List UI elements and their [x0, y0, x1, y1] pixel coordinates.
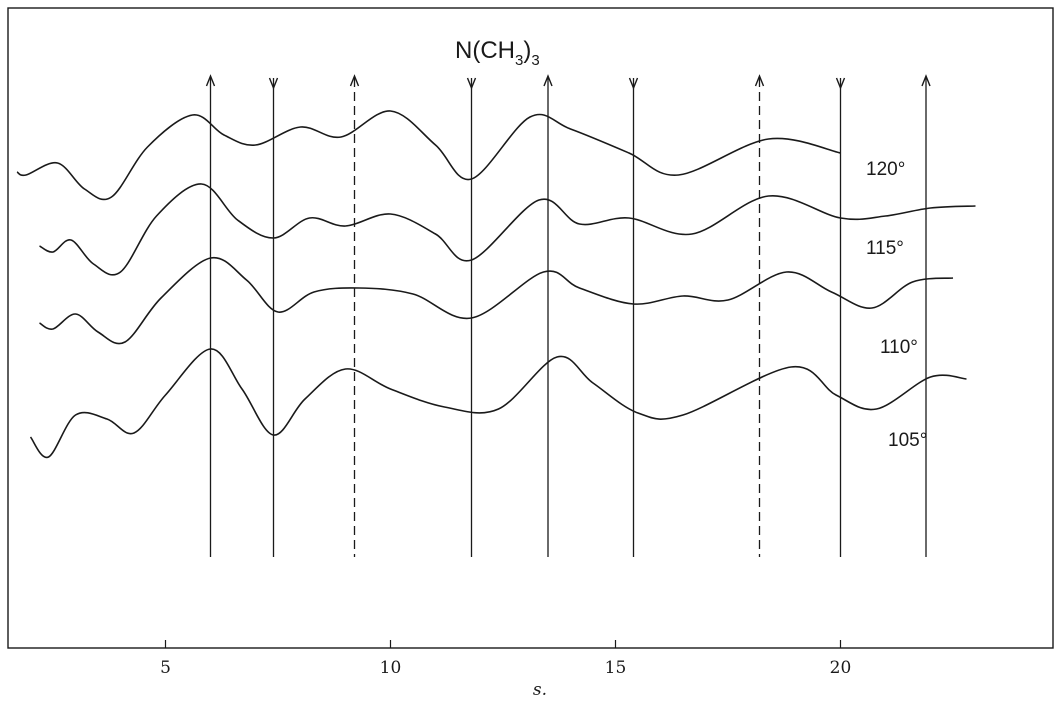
x-tick-label-10: 10 [380, 658, 402, 678]
reference-arrow-5 [543, 74, 553, 87]
curve-label-110deg: 110° [880, 337, 918, 358]
reference-arrow-6 [628, 77, 639, 90]
reference-arrow-1 [205, 74, 216, 87]
reference-arrow-9 [921, 74, 931, 87]
curve-labels: 120° 115° 110° 105° [866, 159, 927, 451]
plot-frame [7, 7, 1054, 649]
title-sub-1: 3 [515, 52, 523, 69]
x-tick-label-5: 5 [160, 658, 171, 678]
title-main: N(CH [455, 37, 515, 64]
x-axis: 5 10 15 20 [160, 640, 851, 678]
title-close: ) [523, 37, 531, 64]
curve-115deg [39, 183, 976, 276]
curves [16, 110, 976, 459]
x-tick-label-15: 15 [605, 658, 627, 678]
reference-lines [205, 74, 931, 557]
title-sub-2: 3 [531, 52, 539, 69]
x-axis-label: s. [533, 680, 547, 700]
reference-arrow-7 [754, 74, 765, 87]
curve-105deg [29, 348, 967, 459]
reference-arrow-2 [268, 77, 279, 90]
x-tick-label-20: 20 [830, 658, 852, 678]
curve-label-115deg: 115° [866, 238, 904, 259]
chart-title: N(CH3)3 [455, 37, 540, 69]
curve-label-120deg: 120° [866, 159, 905, 180]
curve-110deg [39, 256, 954, 345]
curve-120deg [16, 110, 841, 201]
reference-arrow-3 [349, 74, 360, 87]
reference-arrow-4 [466, 77, 477, 90]
reference-arrow-8 [835, 77, 846, 90]
curve-label-105deg: 105° [888, 430, 927, 451]
